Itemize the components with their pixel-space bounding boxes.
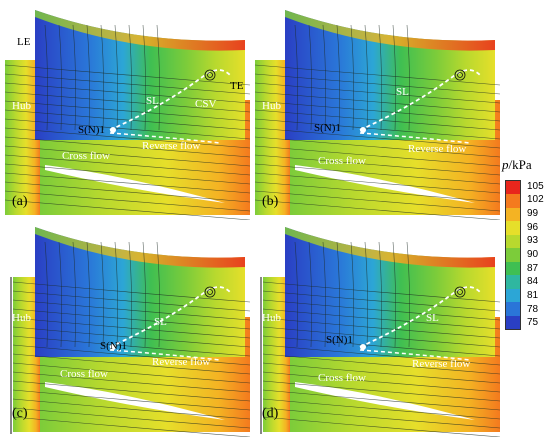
- colorbar: [505, 180, 521, 330]
- panel-b-contour: [255, 10, 501, 220]
- hub-label-d: Hub: [262, 312, 281, 324]
- cross-flow-label-b: Cross flow: [318, 155, 366, 167]
- node-label-d: S(N)1: [326, 334, 353, 346]
- reverse-flow-label-b: Reverse flow: [408, 143, 467, 155]
- cross-flow-label-d: Cross flow: [318, 372, 366, 384]
- reverse-flow-label-a: Reverse flow: [142, 140, 201, 152]
- colorbar-tick-label: 87: [527, 262, 539, 274]
- te-label: TE: [230, 80, 244, 92]
- colorbar-segment: [506, 221, 520, 235]
- le-label: LE: [17, 36, 31, 48]
- colorbar-segment: [506, 275, 520, 289]
- colorbar-tick-label: 102: [527, 194, 544, 206]
- sl-label-b: SL: [396, 86, 409, 98]
- node-label-b: S(N)1: [314, 122, 341, 134]
- colorbar-tick-label: 75: [527, 317, 539, 329]
- panel-label-c: (c): [12, 406, 28, 421]
- hub-label-a: Hub: [12, 100, 31, 112]
- colorbar-tick-label: 84: [527, 276, 539, 288]
- panel-label-d: (d): [262, 406, 279, 421]
- sl-label-d: SL: [426, 312, 439, 324]
- cross-flow-label-c: Cross flow: [60, 368, 108, 380]
- colorbar-segment: [506, 234, 520, 249]
- colorbar-title: p/kPa: [502, 157, 532, 173]
- panel-a-contour: [5, 10, 251, 220]
- colorbar-title-var: p: [502, 157, 509, 172]
- node-label-a: S(N)1: [78, 124, 105, 136]
- cross-flow-label-a: Cross flow: [62, 150, 110, 162]
- colorbar-segment: [506, 207, 520, 222]
- node-label-c: S(N)1: [100, 340, 127, 352]
- reverse-flow-label-c: Reverse flow: [152, 356, 211, 368]
- reverse-flow-label-d: Reverse flow: [412, 358, 471, 370]
- colorbar-tick-label: 105: [527, 180, 544, 192]
- colorbar-tick-label: 90: [527, 249, 539, 260]
- csv-label: CSV: [195, 98, 217, 110]
- panel-d-contour: [260, 227, 501, 437]
- panel-label-b: (b): [262, 194, 279, 209]
- sl-label-c: SL: [154, 316, 167, 328]
- panel-c-contour: [10, 227, 251, 437]
- colorbar-tick-label: 96: [527, 221, 539, 233]
- colorbar-tick-label: 99: [527, 208, 539, 220]
- colorbar-segment: [506, 261, 520, 276]
- colorbar-tick-label: 93: [527, 235, 539, 247]
- colorbar-tick-label: 78: [527, 303, 539, 315]
- hub-label-b: Hub: [262, 100, 281, 112]
- colorbar-title-unit: /kPa: [508, 157, 532, 172]
- hub-label-c: Hub: [12, 312, 31, 324]
- colorbar-segment: [506, 288, 520, 303]
- panel-a: [5, 5, 255, 220]
- colorbar-segment: [506, 315, 520, 329]
- sl-label-a: SL: [146, 95, 159, 107]
- panel-label-a: (a): [12, 194, 28, 209]
- colorbar-tick-label: 81: [527, 289, 539, 301]
- panel-d: [255, 222, 505, 437]
- colorbar-segment: [506, 181, 520, 195]
- colorbar-segment: [506, 194, 520, 208]
- colorbar-segment: [506, 248, 520, 262]
- panel-c: [5, 222, 255, 437]
- colorbar-segment: [506, 302, 520, 316]
- panel-b: [255, 5, 505, 220]
